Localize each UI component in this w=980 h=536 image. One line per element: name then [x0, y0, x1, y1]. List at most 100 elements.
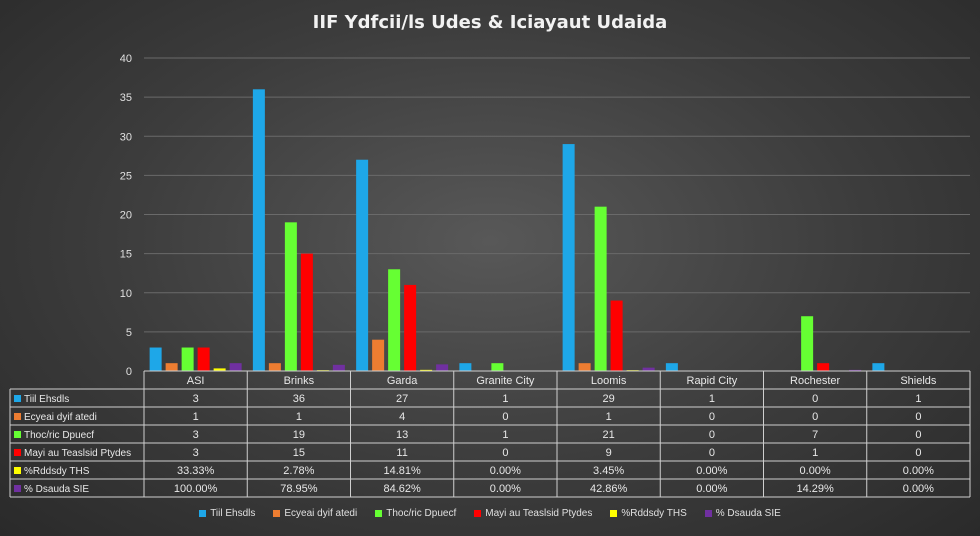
legend-item: Ecyeai dyif atedi [273, 508, 357, 519]
table-legend-swatch [14, 395, 21, 402]
legend-item: Tiil Ehsdls [199, 508, 255, 519]
data-label: 3.45% [593, 465, 624, 477]
data-label: 27 [396, 393, 408, 405]
data-label: 14.29% [796, 483, 834, 495]
data-label: 3 [193, 429, 199, 441]
legend-swatch [610, 510, 618, 517]
data-label: 14.81% [383, 465, 421, 477]
x-tick-label: Brinks [284, 375, 315, 387]
data-label: 7 [812, 429, 818, 441]
data-label: 0 [915, 411, 921, 423]
table-legend-swatch [14, 431, 21, 438]
data-label: 0 [812, 393, 818, 405]
data-label: 1 [502, 429, 508, 441]
x-tick-label: Granite City [476, 375, 535, 387]
legend-item: Mayi au Teaslsid Ptydes [474, 508, 592, 519]
legend-swatch [375, 510, 383, 517]
bar [872, 363, 885, 371]
bar [594, 206, 607, 371]
bar [404, 284, 417, 371]
data-label: 21 [603, 429, 615, 441]
x-tick-label: ASI [187, 375, 205, 387]
legend-item: Thoc/ric Dpuecf [375, 508, 456, 519]
x-tick-label: Loomis [591, 375, 627, 387]
y-tick-label: 10 [120, 288, 132, 300]
data-label: 0 [709, 411, 715, 423]
data-label: 0.00% [903, 483, 934, 495]
legend-label: Mayi au Teaslsid Ptydes [485, 508, 593, 519]
data-label: 0 [709, 429, 715, 441]
table-series-name: Mayi au Teaslsid Ptydes [24, 448, 131, 459]
data-label: 2.78% [283, 465, 314, 477]
legend-swatch [199, 510, 207, 517]
data-label: 29 [603, 393, 615, 405]
bar [562, 144, 575, 371]
data-label: 11 [396, 447, 407, 459]
bar [165, 363, 178, 371]
bar [817, 363, 830, 371]
x-tick-label: Shields [900, 375, 937, 387]
y-tick-label: 5 [126, 327, 132, 339]
bar [229, 363, 242, 371]
y-tick-label: 20 [120, 210, 132, 222]
data-label: 0 [709, 447, 715, 459]
data-label: 19 [293, 429, 305, 441]
bar [491, 363, 504, 371]
data-label: 78.95% [280, 483, 318, 495]
data-label: 36 [293, 393, 305, 405]
bar [388, 269, 401, 371]
legend-label: Ecyeai dyif atedi [284, 508, 358, 519]
bar [642, 367, 655, 371]
data-label: 84.62% [383, 483, 421, 495]
table-series-name: Ecyeai dyif atedi [24, 412, 97, 423]
table-series-name: % Dsauda SIE [24, 484, 89, 495]
data-label: 15 [293, 447, 305, 459]
x-tick-label: Garda [387, 375, 418, 387]
y-tick-label: 35 [120, 92, 132, 104]
data-label: 0.00% [903, 465, 934, 477]
data-label: 0 [915, 447, 921, 459]
data-label: 3 [193, 447, 199, 459]
table-series-name: Tiil Ehsdls [24, 394, 69, 405]
data-label: 0.00% [490, 483, 521, 495]
x-tick-label: Rapid City [687, 375, 738, 387]
bar [459, 363, 472, 371]
data-label: 1 [296, 411, 302, 423]
legend-item: % Dsauda SIE [704, 508, 781, 519]
table-legend-swatch [14, 413, 21, 420]
y-tick-label: 40 [120, 53, 132, 65]
table-series-name: %Rddsdy THS [24, 466, 90, 477]
bar [284, 222, 297, 371]
table-series-name: Thoc/ric Dpuecf [24, 430, 94, 441]
data-label: 33.33% [177, 465, 215, 477]
bar [213, 368, 226, 371]
legend-swatch [273, 510, 281, 517]
bar [197, 347, 210, 371]
data-label: 0.00% [696, 465, 727, 477]
bar [610, 300, 623, 371]
bar [356, 159, 369, 371]
bar [372, 339, 385, 371]
data-label: 0 [812, 411, 818, 423]
bar [300, 253, 313, 371]
data-label: 1 [812, 447, 818, 459]
legend-label: Tiil Ehsdls [210, 508, 256, 519]
bar [181, 347, 194, 371]
data-label: 0.00% [490, 465, 521, 477]
data-label: 9 [606, 447, 612, 459]
data-label: 42.86% [590, 483, 628, 495]
bar [420, 369, 433, 371]
data-label: 0 [502, 447, 508, 459]
table-legend-swatch [14, 449, 21, 456]
data-label: 1 [193, 411, 199, 423]
legend-swatch [474, 510, 482, 517]
data-label: 3 [193, 393, 199, 405]
x-tick-label: Rochester [790, 375, 840, 387]
data-label: 1 [502, 393, 508, 405]
data-label: 0.00% [800, 465, 831, 477]
y-tick-label: 0 [126, 366, 132, 378]
legend-swatch [704, 510, 712, 517]
legend-item: %Rddsdy THS [610, 508, 687, 519]
y-tick-label: 25 [120, 170, 132, 182]
y-tick-label: 30 [120, 131, 132, 143]
